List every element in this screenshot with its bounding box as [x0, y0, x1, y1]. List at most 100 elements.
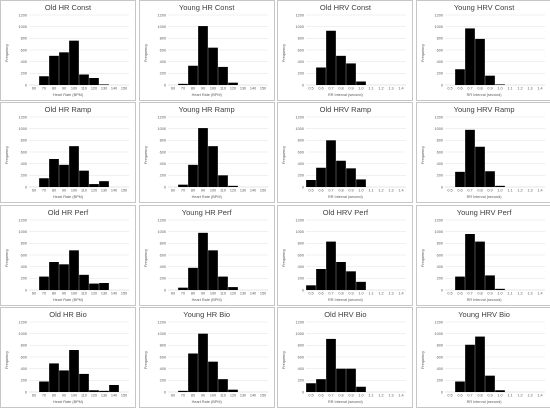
x-tick-label: 1.0: [497, 87, 502, 91]
y-tick-label: 400: [437, 367, 443, 371]
x-tick-label: 0.7: [329, 87, 334, 91]
histogram-bar: [326, 30, 337, 85]
y-axis-label: Frequency: [143, 146, 148, 165]
histogram-bar: [99, 84, 109, 85]
x-tick-label: 80: [191, 87, 195, 91]
x-tick-label: 60: [171, 393, 175, 397]
histogram-bar: [59, 52, 69, 85]
y-tick-label: 1000: [157, 25, 165, 29]
y-tick-label: 1000: [296, 25, 304, 29]
histogram-bar: [227, 389, 238, 392]
x-tick-label: 0.6: [457, 291, 462, 295]
x-tick-label: 0.9: [487, 291, 492, 295]
histogram-bar: [69, 249, 79, 290]
y-tick-label: 1000: [296, 127, 304, 131]
x-tick-label: 150: [260, 189, 266, 193]
histogram-panel: Old HRV Const 0 200 400 600 800 1000 1200 0.5 0.6…: [277, 0, 414, 101]
y-tick-label: 800: [298, 37, 304, 41]
histogram-svg: 0 200 400 600 800 1000 1200 60 70 80 90 100 110 120 13…: [19, 116, 129, 193]
x-tick-label: 0.6: [319, 393, 324, 397]
x-tick-label: 60: [32, 189, 36, 193]
x-tick-label: 120: [91, 189, 97, 193]
histogram-svg: 0 200 400 600 800 1000 1200 60 70 80 90 100 110 120 13…: [157, 218, 268, 295]
x-tick-label: 120: [230, 393, 236, 397]
y-tick-label: 1000: [296, 230, 304, 234]
x-tick-label: 1.4: [537, 189, 542, 193]
x-tick-label: 70: [181, 291, 185, 295]
x-tick-label: 60: [32, 87, 36, 91]
x-axis-label: Heart Rate (BPM): [52, 195, 84, 200]
x-tick-label: 1.3: [389, 189, 394, 193]
x-tick-label: 1.2: [517, 87, 522, 91]
x-tick-label: 110: [81, 393, 87, 397]
histogram-bar: [465, 344, 475, 392]
x-axis-label: Heart Rate (BPM): [191, 399, 222, 404]
y-tick-label: 1200: [157, 116, 165, 120]
x-tick-label: 1.3: [527, 393, 532, 397]
x-tick-label: 100: [210, 87, 216, 91]
x-tick-label: 110: [220, 189, 226, 193]
histogram-bar: [59, 370, 69, 392]
y-tick-label: 400: [437, 265, 443, 269]
y-tick-label: 0: [441, 83, 443, 87]
y-tick-label: 800: [298, 139, 304, 143]
chart-title: Old HR Ramp: [44, 105, 92, 115]
y-tick-label: 1200: [157, 13, 165, 17]
x-tick-label: 0.9: [487, 189, 492, 193]
x-tick-label: 0.6: [319, 291, 324, 295]
y-tick-label: 1000: [435, 127, 443, 131]
x-tick-label: 0.5: [309, 189, 314, 193]
x-tick-label: 120: [91, 291, 97, 295]
y-tick-label: 400: [437, 60, 443, 64]
histogram-svg: 0 200 400 600 800 1000 1200 0.5 0.6 0.7 0.8 0.9 1.0 1…: [435, 13, 546, 91]
histogram-svg: 0 200 400 600 800 1000 1200 60 70 80 90 100 110 120 13…: [19, 13, 129, 91]
histogram-bar: [455, 381, 465, 392]
x-tick-label: 90: [62, 87, 66, 91]
x-tick-label: 70: [42, 393, 46, 397]
chart-title: Old HR Perf: [47, 207, 89, 217]
histogram-bar: [49, 363, 59, 392]
histogram-bar: [89, 390, 99, 392]
x-tick-label: 70: [181, 393, 185, 397]
x-tick-label: 150: [260, 291, 266, 295]
histogram-bar: [326, 338, 337, 392]
y-tick-label: 1000: [435, 230, 443, 234]
y-tick-label: 800: [159, 344, 165, 348]
histogram-bar: [465, 28, 475, 86]
y-tick-label: 600: [21, 151, 27, 155]
histogram-svg: 0 200 400 600 800 1000 1200 60 70 80 90 100 110 120 13…: [157, 320, 268, 397]
y-axis-label: Frequency: [421, 248, 426, 267]
x-axis-label: Heart Rate (BPM): [191, 195, 222, 200]
histogram-bar: [455, 172, 465, 188]
chart-title: Young HR Ramp: [178, 105, 235, 115]
histogram-panel: Young HRV Bio 0 200 400 600 800 1000 1200 0.5 0.6…: [416, 306, 550, 408]
histogram-bar: [197, 128, 208, 188]
histogram-svg: 0 200 400 600 800 1000 1200 0.5 0.6 0.7 0.8 0.9 1.0 1…: [296, 116, 407, 193]
x-tick-label: 1.3: [389, 291, 394, 295]
x-tick-label: 1.2: [379, 189, 384, 193]
x-axis-label: RR Interval (second): [466, 93, 502, 97]
y-tick-label: 400: [159, 367, 165, 371]
y-tick-label: 800: [159, 37, 165, 41]
x-tick-label: 0.9: [349, 291, 354, 295]
x-tick-label: 90: [62, 393, 66, 397]
y-tick-label: 400: [159, 265, 165, 269]
x-tick-label: 120: [91, 87, 97, 91]
y-tick-label: 1200: [157, 320, 165, 324]
chart-title: Old HRV Perf: [322, 207, 369, 217]
chart-title: Young HRV Perf: [456, 207, 512, 217]
y-tick-label: 1000: [19, 25, 27, 29]
y-tick-label: 0: [441, 186, 443, 190]
x-tick-label: 0.8: [477, 393, 482, 397]
histogram-bar: [187, 165, 198, 188]
y-tick-label: 1000: [435, 25, 443, 29]
y-tick-label: 0: [302, 390, 304, 394]
histogram-svg: 0 200 400 600 800 1000 1200 60 70 80 90 100 110 120 13…: [19, 320, 129, 397]
y-tick-label: 400: [21, 265, 27, 269]
histogram-panel: Young HRV Perf 0 200 400 600 800 1000 1200 0.5 0.…: [416, 204, 550, 306]
y-axis-label: Frequency: [421, 146, 426, 165]
x-axis-label: Heart Rate (BPM): [52, 399, 84, 404]
y-tick-label: 600: [437, 151, 443, 155]
histogram-bar: [495, 288, 505, 290]
histogram-bar: [306, 180, 317, 188]
